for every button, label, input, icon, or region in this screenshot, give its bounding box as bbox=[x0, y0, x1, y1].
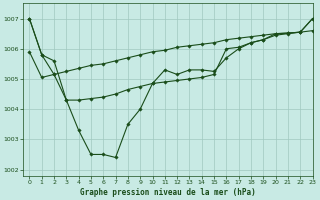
X-axis label: Graphe pression niveau de la mer (hPa): Graphe pression niveau de la mer (hPa) bbox=[80, 188, 256, 197]
